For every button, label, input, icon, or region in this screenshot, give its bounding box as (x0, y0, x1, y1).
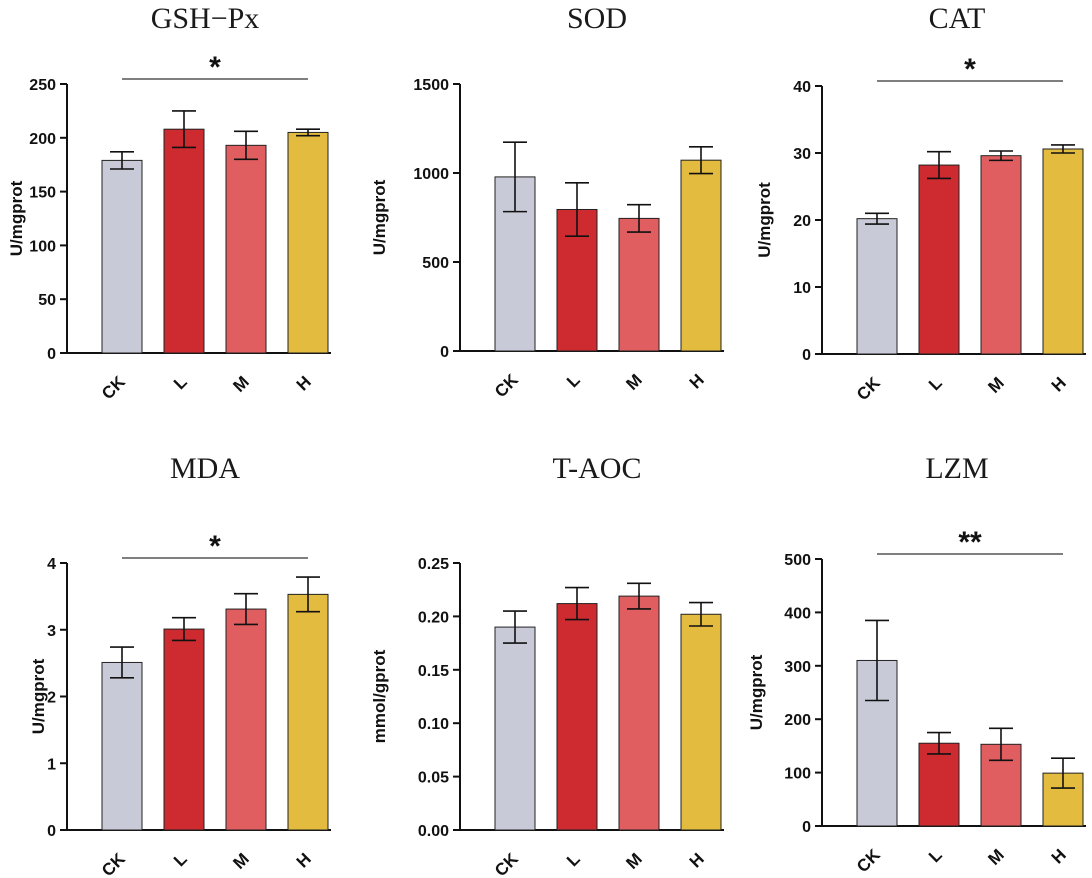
x-tick-label-ck: CK (491, 849, 522, 878)
y-tick-label: 20 (793, 213, 811, 230)
y-tick-label: 500 (784, 552, 811, 569)
bar-l (556, 603, 598, 831)
x-tick-label-l: L (563, 849, 584, 870)
x-tick-label-ck: CK (853, 373, 884, 404)
chart-title: GSH−Px (151, 2, 260, 35)
y-tick-label: 200 (784, 712, 811, 729)
y-tick-label: 250 (29, 77, 56, 94)
x-tick-label-m: M (229, 372, 252, 395)
bar-m (225, 144, 267, 354)
y-tick-label: 2 (47, 690, 56, 707)
bar-m (618, 217, 660, 352)
chart-title: LZM (925, 452, 988, 485)
bar-l (163, 628, 205, 831)
significance-marker: ** (958, 526, 982, 559)
y-tick-label: 0.20 (418, 609, 449, 626)
x-tick-label-m: M (622, 370, 645, 393)
y-axis-label: U/mgprot (370, 179, 389, 255)
bar-l (918, 742, 960, 827)
y-tick-label: 0.05 (418, 770, 449, 787)
bar-m (618, 595, 660, 831)
chart-title: MDA (170, 452, 240, 485)
y-tick-label: 1 (47, 756, 56, 773)
bar-h (287, 593, 329, 831)
y-tick-label: 0.25 (418, 556, 449, 573)
y-tick-label: 100 (784, 766, 811, 783)
chart-title: CAT (929, 2, 986, 35)
y-axis-label: U/mgprot (747, 654, 766, 730)
x-tick-label-m: M (622, 849, 645, 872)
chart-panel-cat: CAT U/mgprot 0 10 20 30 40 CK L M H * (755, 2, 1086, 404)
y-axis-label: U/mgprot (7, 180, 26, 256)
x-tick-label-l: L (170, 849, 191, 870)
bar-m (225, 608, 267, 831)
x-tick-label-h: H (686, 849, 708, 871)
chart-panel-lzm: LZM U/mgprot 0 100 200 300 400 500 CK L M H ** (747, 452, 1086, 876)
bar-l (918, 164, 960, 355)
chart-panel-mda: MDA U/mgprot 0 1 2 3 4 CK L M H * (29, 452, 331, 878)
chart-panel-gsh-px: GSH−Px U/mgprot 0 50 100 150 200 250 CK L M H * (7, 2, 331, 403)
y-tick-label: 50 (38, 292, 56, 309)
bar-m (980, 155, 1022, 355)
x-tick-label-h: H (686, 370, 708, 392)
y-tick-label: 0.15 (418, 663, 449, 680)
x-tick-label-h: H (293, 849, 315, 871)
y-axis-label: U/mgprot (755, 182, 774, 258)
x-tick-label-l: L (563, 370, 584, 391)
y-tick-label: 200 (29, 131, 56, 148)
y-tick-label: 150 (29, 185, 56, 202)
bar-ck (494, 626, 536, 831)
y-tick-label: 30 (793, 146, 811, 163)
significance-marker: * (209, 51, 221, 84)
y-tick-label: 1500 (413, 77, 449, 94)
y-tick-label: 0 (47, 823, 56, 840)
bar-ck (856, 218, 898, 355)
significance-marker: * (964, 53, 976, 86)
x-tick-label-l: L (170, 372, 191, 393)
bar-ck (101, 159, 143, 354)
y-tick-label: 0 (802, 819, 811, 836)
x-tick-label-l: L (925, 845, 946, 866)
y-tick-label: 400 (784, 605, 811, 622)
bar-ck (101, 661, 143, 831)
x-tick-label-ck: CK (98, 372, 129, 403)
chart-title: T-AOC (553, 452, 642, 485)
y-tick-label: 300 (784, 659, 811, 676)
bar-h (680, 613, 722, 831)
bar-h (680, 159, 722, 352)
chart-panel-t-aoc: T-AOC mmol/gprot 0.00 0.05 0.10 0.15 0.20 0.25 C… (370, 452, 724, 878)
x-tick-label-h: H (293, 372, 315, 394)
y-tick-label: 0 (440, 344, 449, 361)
x-tick-label-ck: CK (98, 849, 129, 878)
y-tick-label: 0.00 (418, 823, 449, 840)
bar-l (163, 128, 205, 354)
y-tick-label: 1000 (413, 166, 449, 183)
x-tick-label-l: L (925, 373, 946, 394)
y-axis-label: mmol/gprot (370, 649, 389, 743)
x-tick-label-m: M (229, 849, 252, 872)
x-tick-label-ck: CK (491, 370, 522, 401)
y-tick-label: 40 (793, 79, 811, 96)
y-axis-label: U/mgprot (29, 658, 48, 734)
x-tick-label-m: M (984, 845, 1007, 868)
x-tick-label-ck: CK (853, 845, 884, 876)
y-tick-label: 10 (793, 280, 811, 297)
y-tick-label: 500 (422, 255, 449, 272)
x-tick-label-h: H (1048, 373, 1070, 395)
bar-h (1042, 148, 1084, 355)
chart-panel-sod: SOD U/mgprot 0 500 1000 1500 CK L M H (370, 2, 724, 401)
y-tick-label: 4 (47, 556, 56, 573)
bar-h (287, 131, 329, 354)
y-tick-label: 100 (29, 238, 56, 255)
y-tick-label: 3 (47, 623, 56, 640)
y-tick-label: 0 (802, 347, 811, 364)
x-tick-label-m: M (984, 373, 1007, 396)
chart-title: SOD (567, 2, 627, 35)
significance-marker: * (209, 530, 221, 563)
y-tick-label: 0.10 (418, 716, 449, 733)
y-tick-label: 0 (47, 346, 56, 363)
x-tick-label-h: H (1048, 845, 1070, 867)
